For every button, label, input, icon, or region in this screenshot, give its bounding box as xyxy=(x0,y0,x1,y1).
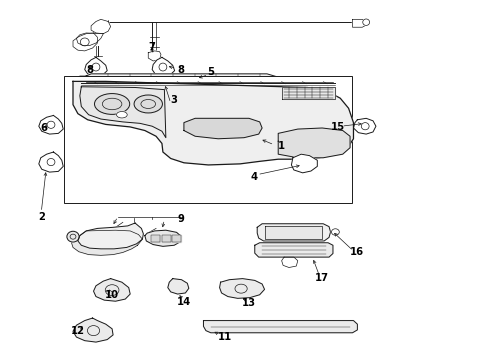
Polygon shape xyxy=(145,230,181,246)
Text: 11: 11 xyxy=(218,332,232,342)
Polygon shape xyxy=(282,87,335,99)
Ellipse shape xyxy=(134,95,162,113)
Ellipse shape xyxy=(331,229,339,235)
Polygon shape xyxy=(94,279,130,301)
Text: 13: 13 xyxy=(242,298,256,308)
Polygon shape xyxy=(39,116,63,134)
Polygon shape xyxy=(91,19,111,34)
Polygon shape xyxy=(292,154,318,173)
Polygon shape xyxy=(72,230,143,255)
Polygon shape xyxy=(352,19,366,27)
Text: 7: 7 xyxy=(149,42,156,52)
Polygon shape xyxy=(255,243,333,257)
Polygon shape xyxy=(353,118,376,134)
Text: 10: 10 xyxy=(105,291,119,301)
Polygon shape xyxy=(203,320,357,333)
Bar xyxy=(172,235,180,242)
Text: 16: 16 xyxy=(349,247,364,257)
Text: 14: 14 xyxy=(177,297,191,307)
Text: 4: 4 xyxy=(250,172,257,182)
Text: 1: 1 xyxy=(278,141,285,151)
Polygon shape xyxy=(73,33,98,51)
Text: 17: 17 xyxy=(315,273,329,283)
Polygon shape xyxy=(85,57,107,76)
Polygon shape xyxy=(184,118,262,139)
Polygon shape xyxy=(265,226,322,239)
Text: 5: 5 xyxy=(207,67,214,77)
Polygon shape xyxy=(80,87,166,138)
Polygon shape xyxy=(220,279,265,298)
Polygon shape xyxy=(282,257,298,267)
Text: 8: 8 xyxy=(86,64,93,75)
Polygon shape xyxy=(76,76,86,85)
Bar xyxy=(151,235,160,242)
Polygon shape xyxy=(73,81,353,165)
Bar xyxy=(64,76,352,203)
Polygon shape xyxy=(168,279,189,294)
Polygon shape xyxy=(257,224,331,241)
Text: 15: 15 xyxy=(331,122,345,132)
Polygon shape xyxy=(76,33,103,45)
Polygon shape xyxy=(148,51,161,61)
Polygon shape xyxy=(278,128,350,158)
Ellipse shape xyxy=(67,231,79,242)
Polygon shape xyxy=(73,318,113,342)
Text: 6: 6 xyxy=(40,123,47,133)
Polygon shape xyxy=(78,223,144,249)
Polygon shape xyxy=(39,152,63,172)
Bar xyxy=(172,235,180,242)
Text: 12: 12 xyxy=(71,325,85,336)
Polygon shape xyxy=(152,57,174,76)
Bar xyxy=(162,235,171,242)
Bar xyxy=(162,235,171,242)
Text: 2: 2 xyxy=(38,212,45,221)
Text: 3: 3 xyxy=(171,95,177,105)
Ellipse shape xyxy=(363,19,369,26)
Ellipse shape xyxy=(95,94,130,114)
Polygon shape xyxy=(86,74,280,84)
Text: 8: 8 xyxy=(177,64,184,75)
Ellipse shape xyxy=(117,112,127,118)
Bar xyxy=(151,235,160,242)
Text: 9: 9 xyxy=(177,214,184,224)
